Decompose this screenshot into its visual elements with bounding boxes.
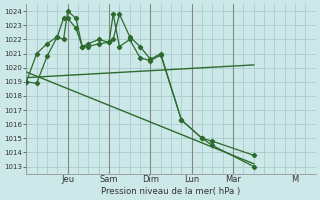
X-axis label: Pression niveau de la mer( hPa ): Pression niveau de la mer( hPa ) xyxy=(101,187,241,196)
